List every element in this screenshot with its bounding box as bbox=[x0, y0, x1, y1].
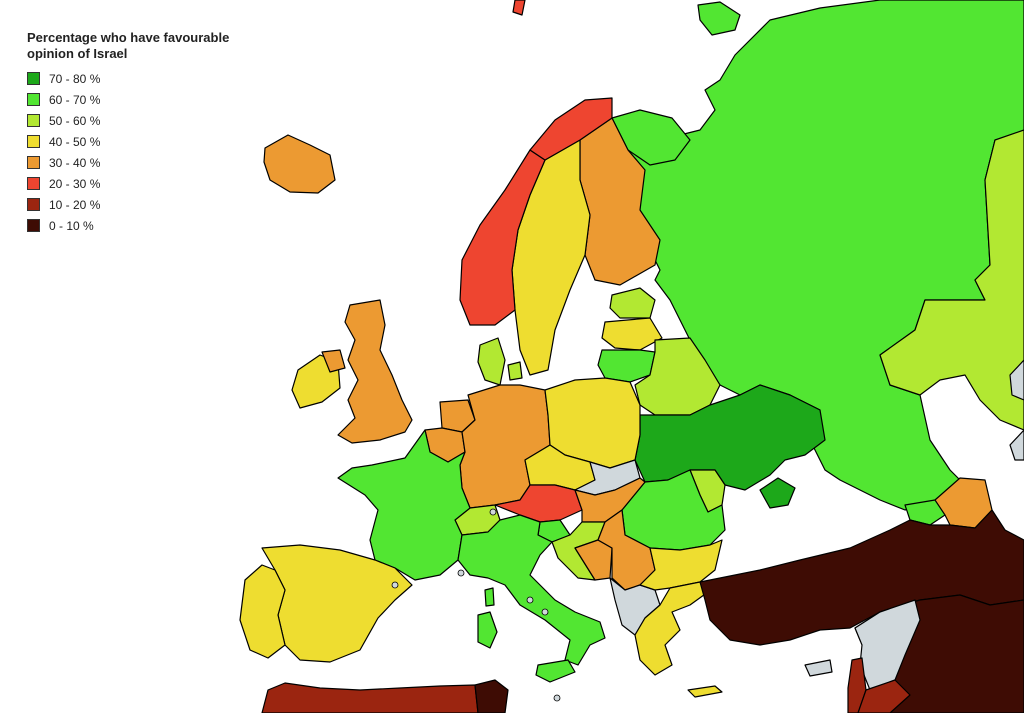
legend-swatch bbox=[27, 219, 40, 232]
region-russia-north-island bbox=[697, 1, 741, 36]
legend-swatch bbox=[27, 198, 40, 211]
region-united-kingdom bbox=[337, 299, 413, 444]
legend-label: 20 - 30 % bbox=[49, 176, 101, 191]
legend-item: 40 - 50 % bbox=[27, 131, 267, 152]
region-lebanon bbox=[847, 657, 867, 713]
legend-swatch bbox=[27, 156, 40, 169]
map-legend: Percentage who have favourable opinion o… bbox=[27, 30, 267, 236]
region-denmark-island bbox=[507, 361, 523, 381]
region-turkey bbox=[699, 509, 1024, 646]
region-tunisia bbox=[474, 679, 509, 713]
legend-label: 10 - 20 % bbox=[49, 197, 101, 212]
island-san-marino bbox=[526, 596, 534, 604]
legend-label: 40 - 50 % bbox=[49, 134, 101, 149]
region-crimea bbox=[759, 477, 796, 509]
legend-label: 0 - 10 % bbox=[49, 218, 94, 233]
region-crete bbox=[687, 685, 723, 698]
legend-swatch bbox=[27, 135, 40, 148]
legend-item: 70 - 80 % bbox=[27, 68, 267, 89]
region-northern-ireland bbox=[321, 349, 346, 373]
region-syria-no-data bbox=[854, 599, 921, 691]
legend-swatch bbox=[27, 72, 40, 85]
legend-swatch bbox=[27, 93, 40, 106]
region-hungary bbox=[574, 477, 646, 523]
island-luxembourg bbox=[489, 508, 497, 516]
region-northern-scandinavia bbox=[529, 97, 613, 161]
legend-swatch bbox=[27, 177, 40, 190]
legend-item: 60 - 70 % bbox=[27, 89, 267, 110]
legend-item: 50 - 60 % bbox=[27, 110, 267, 131]
region-svalbard bbox=[512, 0, 526, 16]
legend-swatch bbox=[27, 114, 40, 127]
legend-item: 0 - 10 % bbox=[27, 215, 267, 236]
legend-label: 30 - 40 % bbox=[49, 155, 101, 170]
island-balearic bbox=[391, 581, 399, 589]
island-vatican bbox=[541, 608, 549, 616]
island-malta bbox=[553, 694, 561, 702]
legend-title: Percentage who have favourable opinion o… bbox=[27, 30, 230, 61]
region-italy bbox=[457, 514, 606, 666]
region-lithuania bbox=[597, 349, 656, 383]
region-sardinia bbox=[477, 611, 498, 649]
region-iceland bbox=[263, 134, 336, 194]
region-caucasus-no-data bbox=[1009, 359, 1024, 401]
region-caucasus-no-data-2 bbox=[1009, 429, 1024, 461]
legend-item: 30 - 40 % bbox=[27, 152, 267, 173]
region-jordan bbox=[857, 679, 911, 713]
region-norway bbox=[459, 149, 546, 326]
region-greece bbox=[634, 581, 709, 676]
region-sicily bbox=[535, 659, 576, 683]
legend-label: 60 - 70 % bbox=[49, 92, 101, 107]
legend-label: 50 - 60 % bbox=[49, 113, 101, 128]
legend-label: 70 - 80 % bbox=[49, 71, 101, 86]
region-corsica bbox=[484, 587, 495, 607]
region-cyprus bbox=[804, 659, 833, 677]
region-portugal bbox=[239, 564, 286, 659]
region-bosnia bbox=[574, 539, 613, 581]
island-monaco bbox=[457, 569, 465, 577]
region-russia-kola bbox=[611, 109, 691, 166]
region-kazakhstan bbox=[879, 129, 1024, 431]
legend-item: 20 - 30 % bbox=[27, 173, 267, 194]
legend-rows: 70 - 80 % 60 - 70 % 50 - 60 % 40 - 50 % … bbox=[27, 68, 267, 236]
legend-item: 10 - 20 % bbox=[27, 194, 267, 215]
